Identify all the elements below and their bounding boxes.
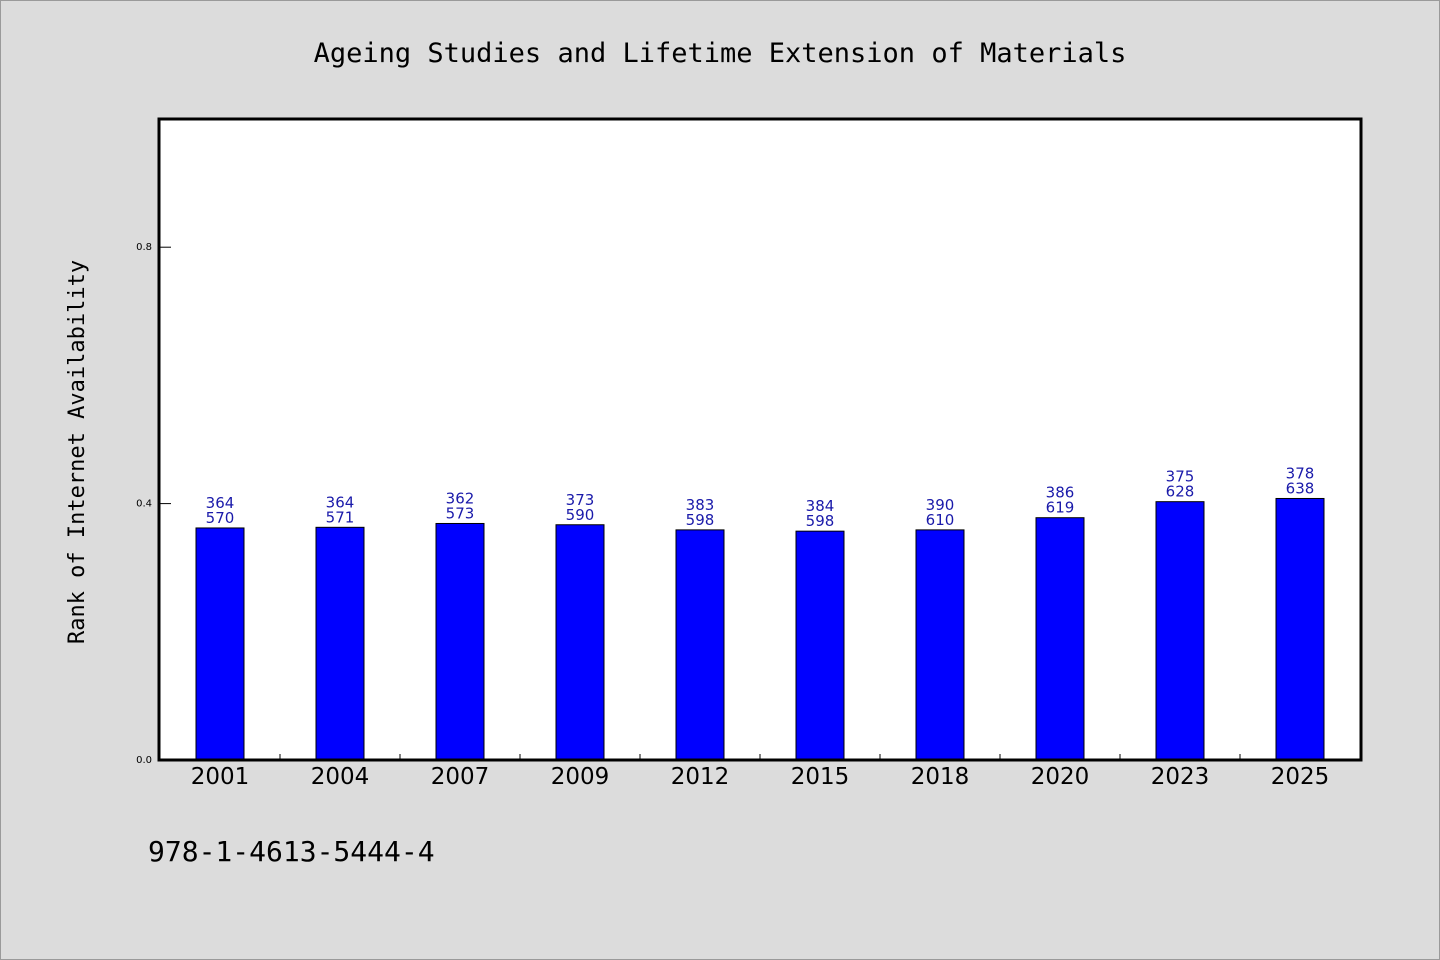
bar-2020 [1035, 517, 1085, 761]
data-label-bottom: 610 [926, 511, 955, 529]
x-tick-label: 2012 [671, 764, 730, 790]
data-label-bottom: 638 [1286, 479, 1315, 497]
y-axis-label: Rank of Internet Availability [65, 260, 90, 644]
data-label-bottom: 619 [1046, 499, 1075, 517]
bar-2001 [195, 527, 245, 761]
bars-layer [195, 497, 1325, 761]
x-tick-label: 2025 [1271, 764, 1330, 790]
data-label-top: 373 [566, 491, 595, 509]
x-tick-label: 2023 [1151, 764, 1210, 790]
data-label-top: 378 [1286, 464, 1315, 482]
data-label-bottom: 628 [1166, 483, 1195, 501]
data-label-top: 364 [206, 494, 235, 512]
footer-code: 978-1-4613-5444-4 [148, 835, 435, 868]
y-tick-label: 0.4 [136, 499, 152, 510]
bar-2004 [315, 526, 365, 761]
data-label-top: 386 [1046, 484, 1075, 502]
x-tick-label: 2009 [551, 764, 610, 790]
chart-title: Ageing Studies and Lifetime Extension of… [314, 38, 1127, 69]
labels-layer: 2001364570200436457120073625732009373590… [191, 464, 1330, 790]
bar-2012 [675, 529, 725, 761]
bar-2023 [1155, 501, 1205, 761]
data-label-bottom: 598 [686, 511, 715, 529]
x-tick-label: 2004 [311, 764, 370, 790]
data-label-bottom: 571 [326, 508, 355, 526]
y-tick-label: 0.8 [136, 242, 152, 253]
x-tick-label: 2020 [1031, 764, 1090, 790]
data-label-bottom: 590 [566, 506, 595, 524]
data-label-bottom: 570 [206, 509, 235, 527]
data-label-top: 362 [446, 489, 475, 507]
bar-2009 [555, 524, 605, 761]
bar-2018 [915, 529, 965, 761]
bar-2007 [435, 522, 485, 761]
x-tick-label: 2007 [431, 764, 490, 790]
bar-2025 [1275, 497, 1325, 761]
data-label-top: 364 [326, 493, 355, 511]
data-label-bottom: 598 [806, 512, 835, 530]
x-tick-label: 2015 [791, 764, 850, 790]
plot-border [157, 117, 1363, 762]
data-label-top: 390 [926, 496, 955, 514]
x-tick-label: 2018 [911, 764, 970, 790]
data-label-top: 384 [806, 497, 835, 515]
data-label-top: 375 [1166, 468, 1195, 486]
data-label-bottom: 573 [446, 504, 475, 522]
y-tick-label: 0.0 [136, 755, 152, 766]
x-tick-label: 2001 [191, 764, 250, 790]
bar-2015 [795, 530, 845, 761]
data-label-top: 383 [686, 496, 715, 514]
